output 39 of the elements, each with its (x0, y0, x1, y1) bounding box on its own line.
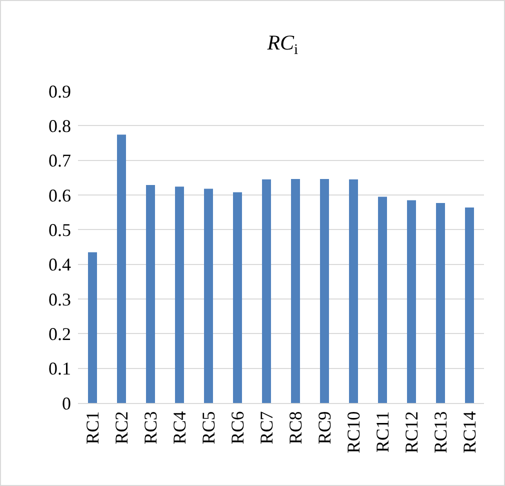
y-tick-label: 0.4 (48, 254, 71, 275)
x-tick-label: RC4 (169, 411, 190, 444)
bar (233, 192, 242, 403)
chart-title: RC$_{i}$ (266, 30, 298, 58)
y-tick-label: 0.5 (48, 220, 71, 240)
x-tick-label: RC6 (227, 411, 248, 444)
bar (465, 207, 474, 403)
x-tick-label: RC14 (459, 411, 480, 454)
y-tick-label: 0.6 (48, 185, 71, 206)
bar (204, 188, 213, 403)
bar (436, 202, 445, 403)
bar (378, 196, 387, 403)
x-tick-label: RC3 (140, 411, 160, 444)
bar (117, 134, 126, 403)
x-tick-label: RC7 (256, 411, 276, 444)
bar (291, 179, 300, 403)
y-tick-label: 0.1 (48, 358, 71, 379)
x-tick-label: RC8 (285, 411, 306, 444)
y-tick-label: 0.2 (48, 324, 71, 344)
bar (407, 200, 416, 403)
y-tick-label: 0 (62, 393, 71, 414)
y-tick-label: 0.7 (48, 150, 71, 171)
y-tick-label: 0.8 (48, 116, 71, 136)
x-tick-label: RC11 (372, 411, 392, 453)
bar (262, 179, 271, 403)
x-tick-label: RC2 (111, 411, 132, 444)
x-tick-label: RC9 (314, 411, 334, 444)
bar (175, 186, 184, 403)
x-tick-label: RC10 (343, 411, 364, 454)
x-tick-label: RC13 (430, 411, 450, 454)
x-tick-label: RC12 (401, 411, 422, 454)
y-tick-label: 0.3 (48, 289, 71, 310)
y-tick-label: 0.9 (48, 81, 71, 102)
x-tick-label: RC5 (198, 411, 218, 444)
x-tick-label: RC1 (82, 411, 102, 444)
bar (146, 184, 155, 403)
bar (320, 179, 329, 403)
bar (88, 252, 97, 403)
bar (349, 179, 358, 403)
